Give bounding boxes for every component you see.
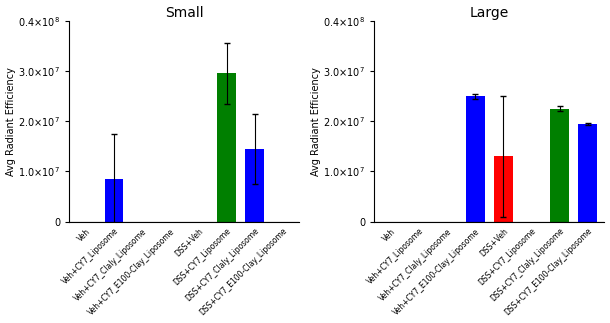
Bar: [217, 74, 235, 222]
Bar: [245, 149, 264, 222]
Title: Small: Small: [165, 5, 204, 20]
Y-axis label: Avg Radiant Efficiency: Avg Radiant Efficiency: [310, 67, 321, 176]
Y-axis label: Avg Radiant Efficiency: Avg Radiant Efficiency: [5, 67, 16, 176]
Title: Large: Large: [470, 5, 509, 20]
Bar: [494, 156, 512, 222]
Bar: [466, 96, 484, 222]
Bar: [550, 109, 569, 222]
Bar: [578, 124, 597, 222]
Bar: [105, 179, 123, 222]
